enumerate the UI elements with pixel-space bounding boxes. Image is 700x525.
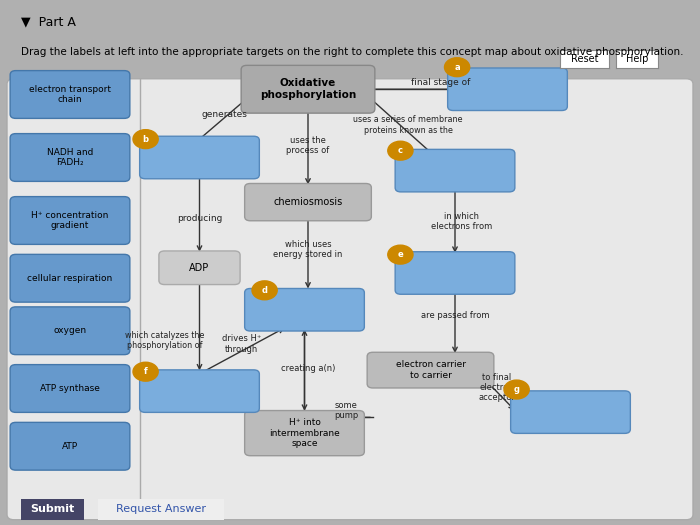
Text: uses a series of membrane
proteins known as the: uses a series of membrane proteins known… bbox=[354, 116, 463, 134]
Circle shape bbox=[388, 141, 413, 160]
Text: in which
electrons from: in which electrons from bbox=[431, 212, 493, 231]
Text: oxygen: oxygen bbox=[53, 326, 87, 335]
Text: producing: producing bbox=[177, 214, 222, 224]
Circle shape bbox=[133, 362, 158, 381]
Text: f: f bbox=[144, 367, 148, 376]
Text: drives H⁺
through: drives H⁺ through bbox=[222, 334, 261, 353]
Text: ▼  Part A: ▼ Part A bbox=[21, 16, 76, 29]
FancyBboxPatch shape bbox=[245, 289, 364, 331]
Text: c: c bbox=[398, 146, 403, 155]
Text: generates: generates bbox=[201, 110, 247, 119]
Text: uses the
process of: uses the process of bbox=[286, 136, 330, 155]
Text: Oxidative
phosphorylation: Oxidative phosphorylation bbox=[260, 78, 356, 100]
Text: H⁺ into
intermembrane
space: H⁺ into intermembrane space bbox=[269, 418, 340, 448]
Text: d: d bbox=[262, 286, 267, 295]
FancyBboxPatch shape bbox=[139, 136, 259, 178]
Text: Reset: Reset bbox=[570, 54, 598, 64]
FancyBboxPatch shape bbox=[139, 370, 259, 413]
Text: Help: Help bbox=[626, 54, 648, 64]
Circle shape bbox=[388, 245, 413, 264]
FancyBboxPatch shape bbox=[10, 364, 130, 413]
Text: chemiosmosis: chemiosmosis bbox=[274, 197, 342, 207]
FancyBboxPatch shape bbox=[10, 307, 130, 355]
FancyBboxPatch shape bbox=[395, 149, 515, 192]
Text: to final
electron
acceptor: to final electron acceptor bbox=[479, 373, 515, 402]
Text: NADH and
FADH₂: NADH and FADH₂ bbox=[47, 148, 93, 167]
FancyBboxPatch shape bbox=[367, 352, 494, 388]
FancyBboxPatch shape bbox=[395, 252, 515, 294]
Text: cellular respiration: cellular respiration bbox=[27, 274, 113, 283]
FancyBboxPatch shape bbox=[10, 255, 130, 302]
Text: creating a(n): creating a(n) bbox=[281, 364, 335, 373]
FancyBboxPatch shape bbox=[10, 71, 130, 119]
Text: which uses
energy stored in: which uses energy stored in bbox=[273, 240, 343, 259]
FancyBboxPatch shape bbox=[159, 251, 240, 285]
FancyBboxPatch shape bbox=[10, 134, 130, 182]
Circle shape bbox=[252, 281, 277, 300]
Circle shape bbox=[504, 380, 529, 399]
Text: a: a bbox=[454, 62, 460, 72]
Text: b: b bbox=[143, 134, 148, 144]
FancyBboxPatch shape bbox=[241, 66, 375, 113]
Text: electron transport
chain: electron transport chain bbox=[29, 85, 111, 104]
FancyBboxPatch shape bbox=[7, 79, 693, 520]
Text: electron carrier
to carrier: electron carrier to carrier bbox=[395, 361, 466, 380]
Circle shape bbox=[444, 58, 470, 77]
Text: e: e bbox=[398, 250, 403, 259]
Circle shape bbox=[133, 130, 158, 149]
FancyBboxPatch shape bbox=[10, 422, 130, 470]
Text: some
pump: some pump bbox=[335, 401, 358, 420]
Text: ATP: ATP bbox=[62, 442, 78, 451]
FancyBboxPatch shape bbox=[10, 197, 130, 245]
Text: Request Answer: Request Answer bbox=[116, 504, 206, 514]
FancyBboxPatch shape bbox=[245, 183, 371, 220]
FancyBboxPatch shape bbox=[510, 391, 630, 434]
Text: which catalyzes the
phosphorylation of: which catalyzes the phosphorylation of bbox=[125, 331, 204, 350]
FancyBboxPatch shape bbox=[448, 68, 567, 111]
FancyBboxPatch shape bbox=[245, 411, 364, 456]
Text: Submit: Submit bbox=[30, 504, 75, 514]
Text: ADP: ADP bbox=[190, 262, 209, 273]
Text: final stage of: final stage of bbox=[411, 78, 470, 87]
Text: H⁺ concentration
gradient: H⁺ concentration gradient bbox=[32, 211, 108, 230]
Text: are passed from: are passed from bbox=[421, 310, 489, 320]
Text: g: g bbox=[514, 385, 519, 394]
Text: Drag the labels at left into the appropriate targets on the right to complete th: Drag the labels at left into the appropr… bbox=[21, 47, 683, 57]
Text: ATP synthase: ATP synthase bbox=[40, 384, 100, 393]
